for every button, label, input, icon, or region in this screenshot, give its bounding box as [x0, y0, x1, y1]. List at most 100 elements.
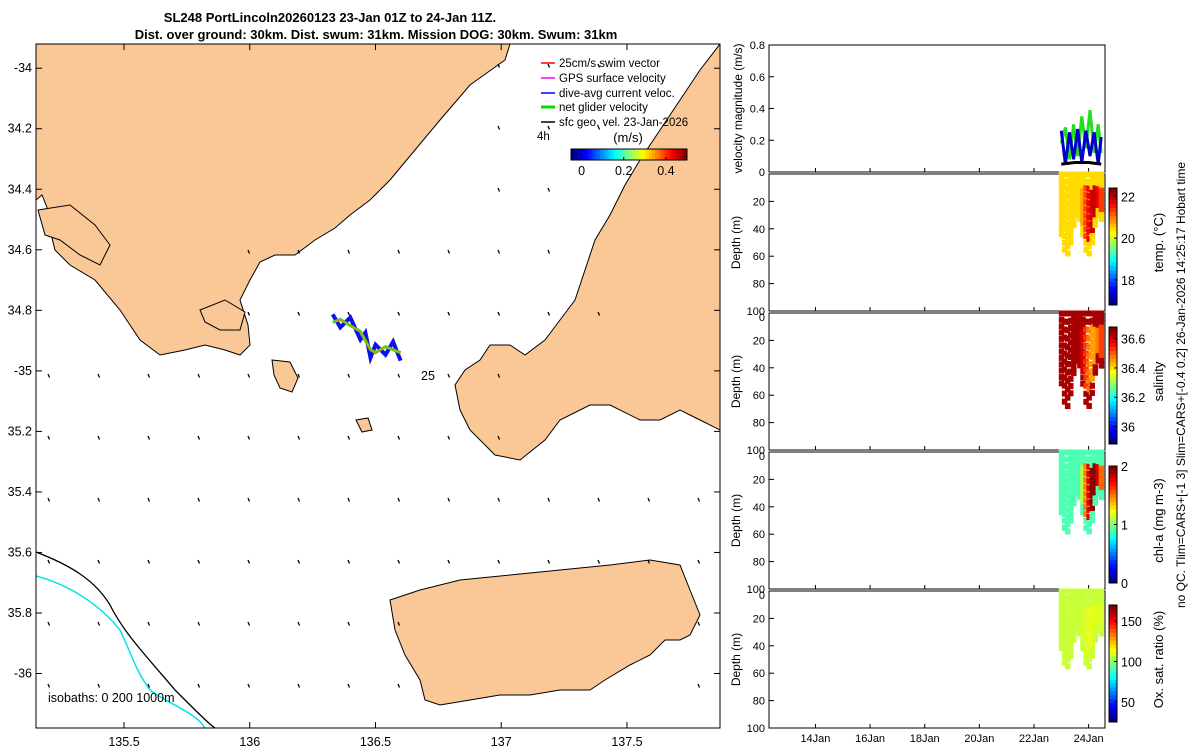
heatmap-colorbar-tick-label: 36.4	[1121, 362, 1145, 376]
heatmap-cell	[1074, 612, 1080, 619]
heatmap-cell	[1064, 214, 1071, 221]
heatmap-cell	[1077, 211, 1083, 218]
heatmap-cell	[1086, 360, 1092, 367]
depth-ylabel: Depth (m)	[729, 633, 743, 686]
heatmap-cell	[1083, 240, 1089, 247]
depth-tick-label: 60	[753, 390, 765, 402]
sfc-geo-arrow	[397, 559, 401, 564]
heatmap-cell	[1086, 485, 1092, 492]
map-annotation-25: 25	[421, 369, 435, 383]
heatmap-cell	[1067, 505, 1074, 512]
heatmap-cell	[1098, 319, 1105, 326]
heatmap-cell	[1098, 461, 1105, 468]
heatmap-colorbar-cell	[1109, 683, 1117, 688]
heatmap-cell	[1064, 629, 1071, 636]
heatmap-cell	[1089, 629, 1095, 636]
heatmap-cell	[1083, 607, 1089, 614]
heatmap-cell	[1061, 178, 1068, 185]
heatmap-cell	[1061, 456, 1068, 463]
heatmap-cell	[1058, 487, 1065, 494]
heatmap-cell	[1067, 474, 1074, 481]
heatmap-cell	[1080, 624, 1086, 631]
map-colorbar-cell	[666, 149, 671, 160]
heatmap-colorbar-cell	[1109, 628, 1117, 633]
map-ytick-label: 34.6	[8, 243, 32, 257]
heatmap-cell	[1077, 615, 1083, 622]
sfc-geo-arrow	[397, 435, 401, 440]
heatmap-cell	[1067, 233, 1074, 240]
legend-net-glider: net glider velocity	[559, 102, 648, 114]
heatmap-cell	[1067, 468, 1074, 475]
sfc-geo-arrow	[297, 435, 301, 440]
heatmap-cell	[1086, 369, 1092, 376]
velocity-ytick-label: 0.2	[750, 135, 765, 147]
heatmap-cell	[1098, 485, 1105, 492]
heatmap-cell	[1080, 465, 1086, 472]
heatmap-cell	[1080, 380, 1086, 387]
sfc-geo-arrow	[47, 621, 51, 626]
heatmap-cell	[1095, 327, 1102, 334]
depth-tick-label: 40	[753, 641, 765, 653]
heatmap-colorbar-cell	[1109, 489, 1117, 494]
heatmap-cell	[1064, 521, 1071, 528]
heatmap-cell	[1077, 183, 1083, 190]
sfc-geo-velocity-arrows	[47, 63, 701, 688]
heatmap-cell	[1083, 627, 1089, 634]
heatmap-cell	[1067, 492, 1074, 499]
heatmap-cell	[1089, 239, 1095, 246]
heatmap-cell	[1074, 595, 1080, 602]
sfc-geo-arrow	[497, 63, 501, 68]
heatmap-cell	[1080, 487, 1086, 494]
heatmap-cell	[1064, 615, 1071, 622]
heatmap-cell	[1098, 187, 1105, 194]
heatmap-cell	[1092, 632, 1099, 639]
heatmap-cell	[1077, 626, 1083, 633]
heatmap-cell	[1067, 375, 1074, 382]
heatmap-colorbar-cell	[1109, 675, 1117, 680]
heatmap-colorbar-cell	[1109, 381, 1117, 386]
heatmap-cell	[1061, 627, 1068, 634]
sfc-geo-arrow	[497, 311, 501, 316]
heatmap-cell	[1074, 591, 1080, 598]
heatmap-cell	[1080, 176, 1086, 183]
heatmap-cell	[1095, 186, 1102, 193]
heatmap-cell	[1058, 335, 1065, 342]
depth-tick-label: 0	[759, 451, 765, 463]
heatmap-cell	[1064, 185, 1071, 192]
heatmap-colorbar-cell	[1109, 203, 1117, 208]
heatmap-cell	[1083, 310, 1089, 317]
depth-tick-label: 0	[759, 590, 765, 602]
heatmap-cell	[1064, 228, 1071, 235]
sfc-geo-arrow	[197, 435, 201, 440]
sfc-geo-arrow	[297, 683, 301, 688]
heatmap-cell	[1064, 649, 1071, 656]
heatmap-cell	[1092, 495, 1099, 502]
heatmap-cell	[1092, 321, 1099, 328]
heatmap-cell	[1074, 475, 1080, 482]
sfc-geo-arrow	[247, 249, 251, 254]
map-colorbar-cell	[660, 149, 665, 160]
map-colorbar-cell	[585, 149, 589, 160]
heatmap-cell	[1058, 614, 1065, 621]
heatmap-colorbar-frame	[1108, 187, 1118, 306]
heatmap-cell	[1071, 171, 1077, 178]
heatmap-cell	[1061, 653, 1068, 660]
heatmap-cell	[1071, 454, 1077, 461]
map-colorbar-cell	[617, 149, 621, 160]
heatmap-cell	[1092, 369, 1099, 376]
sfc-geo-arrow	[197, 373, 201, 378]
heatmap-cell	[1071, 606, 1077, 613]
heatmap-cell	[1095, 619, 1102, 626]
heatmap-cell	[1061, 476, 1068, 483]
heatmap-cell	[1089, 646, 1095, 653]
depth-ylabel: Depth (m)	[729, 355, 743, 408]
heatmap-cell	[1077, 599, 1083, 606]
heatmap-cell	[1077, 461, 1083, 468]
map-colorbar-cell	[681, 149, 685, 160]
heatmap-cell	[1071, 491, 1077, 498]
heatmap-cell	[1061, 342, 1068, 349]
heatmap-cell	[1092, 222, 1099, 229]
isobath-1000m	[36, 575, 206, 728]
heatmap-cell	[1061, 646, 1068, 653]
heatmap-cell	[1058, 374, 1065, 381]
